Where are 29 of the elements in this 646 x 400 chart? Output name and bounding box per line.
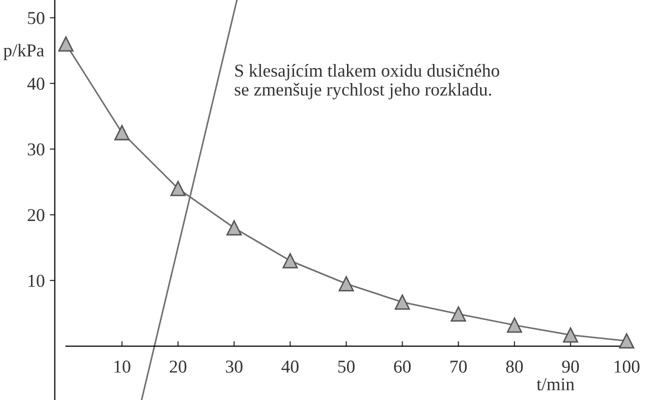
y-tick-label: 40	[27, 78, 44, 90]
x-tick-label: 70	[450, 360, 467, 373]
x-tick-label: 20	[170, 360, 186, 373]
annotation: S klesajícím tlakem oxidu dusičného se zmenšuje rychlost jeho rozkladu.	[234, 64, 500, 100]
point	[338, 276, 354, 292]
point	[282, 253, 298, 268]
point	[226, 220, 242, 236]
point	[506, 317, 522, 333]
x-tick-label: 50	[338, 360, 355, 373]
point	[394, 294, 410, 310]
point	[114, 125, 130, 140]
y-tick-label: 20	[28, 209, 44, 222]
x-tick-label: 40	[282, 360, 299, 373]
point	[618, 333, 634, 349]
point	[450, 306, 466, 322]
y-tick-label: 30	[28, 143, 44, 156]
point	[170, 180, 186, 196]
x-tick-label: 80	[506, 360, 523, 373]
y-tick-label: 50	[28, 12, 44, 24]
x-tick-label: 60	[394, 360, 411, 373]
point	[58, 36, 74, 52]
y-axis-title: p/kPa	[4, 44, 44, 60]
x-tick-label: 90	[562, 360, 579, 373]
x-axis-title: t/min	[536, 378, 574, 390]
y-tick-label: 10	[28, 274, 44, 287]
x-tick-label: 100	[614, 360, 640, 373]
x-tick-label: 10	[114, 360, 130, 373]
x-tick-label: 30	[226, 360, 242, 373]
point	[562, 327, 578, 343]
